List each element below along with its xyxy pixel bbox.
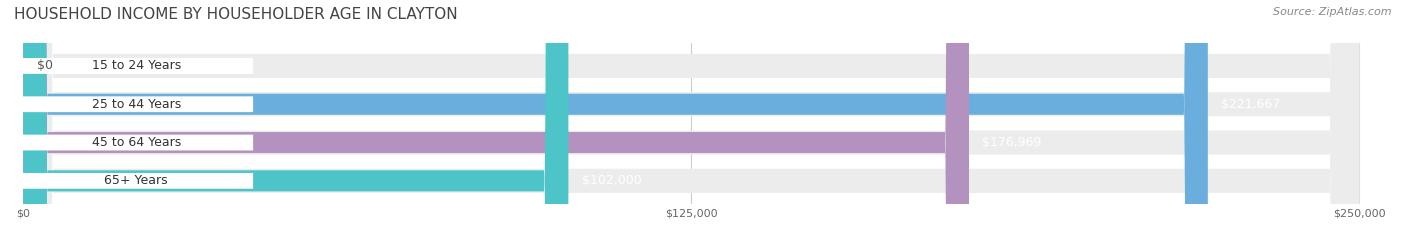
FancyBboxPatch shape <box>24 0 1360 233</box>
FancyBboxPatch shape <box>24 0 969 233</box>
FancyBboxPatch shape <box>20 58 253 74</box>
Text: 45 to 64 Years: 45 to 64 Years <box>91 136 181 149</box>
Text: $221,667: $221,667 <box>1222 98 1281 111</box>
FancyBboxPatch shape <box>20 173 253 189</box>
Text: 65+ Years: 65+ Years <box>104 174 169 187</box>
FancyBboxPatch shape <box>24 0 568 233</box>
Text: $176,969: $176,969 <box>983 136 1042 149</box>
FancyBboxPatch shape <box>24 0 1360 233</box>
Text: 25 to 44 Years: 25 to 44 Years <box>91 98 181 111</box>
FancyBboxPatch shape <box>24 0 1360 233</box>
Text: Source: ZipAtlas.com: Source: ZipAtlas.com <box>1274 7 1392 17</box>
Text: $102,000: $102,000 <box>582 174 641 187</box>
Text: HOUSEHOLD INCOME BY HOUSEHOLDER AGE IN CLAYTON: HOUSEHOLD INCOME BY HOUSEHOLDER AGE IN C… <box>14 7 458 22</box>
Text: $0: $0 <box>37 59 52 72</box>
FancyBboxPatch shape <box>24 0 1208 233</box>
FancyBboxPatch shape <box>20 135 253 151</box>
FancyBboxPatch shape <box>20 96 253 112</box>
FancyBboxPatch shape <box>24 0 1360 233</box>
Text: 15 to 24 Years: 15 to 24 Years <box>91 59 181 72</box>
